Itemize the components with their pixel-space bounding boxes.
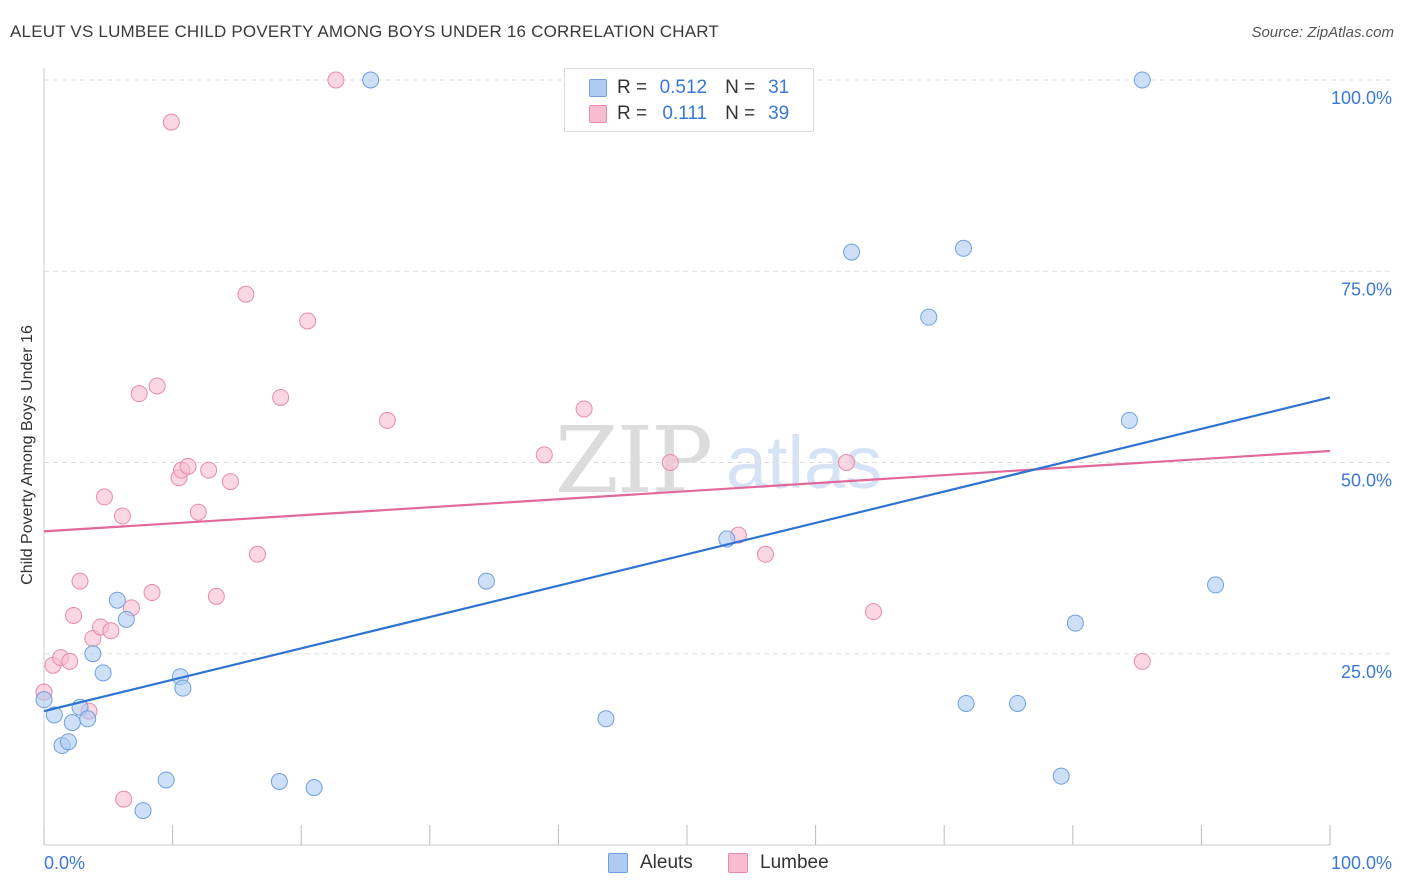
lumbee-legend-swatch <box>728 853 748 873</box>
lumbee-point-37 <box>864 603 882 621</box>
axes <box>43 68 1331 846</box>
lumbee-point-35 <box>756 545 774 563</box>
bottom-legend-lumbee: Lumbee <box>728 852 829 874</box>
lumbee-point-22 <box>200 461 218 479</box>
aleut-point-11 <box>134 802 152 820</box>
aleut-point-25 <box>1009 694 1027 712</box>
aleut-point-7 <box>84 645 102 663</box>
lumbee-point-29 <box>327 71 345 89</box>
watermark: ZIP atlas <box>555 407 882 514</box>
aleut-point-8 <box>94 664 112 682</box>
aleuts-legend-label: Aleuts <box>640 852 693 873</box>
aleut-point-6 <box>79 710 97 728</box>
lumbee-swatch <box>589 105 607 123</box>
lumbee-n-value: 39 <box>768 103 790 124</box>
lumbee-point-27 <box>272 388 290 406</box>
x-tick-label-100: 100.0% <box>1331 853 1392 873</box>
aleut-r-label: R = <box>617 77 648 98</box>
aleut-point-3 <box>59 733 77 751</box>
lumbee-legend-label: Lumbee <box>760 852 829 873</box>
lumbee-point-20 <box>179 457 197 475</box>
aleut-point-10 <box>117 610 135 628</box>
aleut-point-9 <box>108 591 126 609</box>
lumbee-point-10 <box>102 622 120 640</box>
aleut-point-22 <box>920 308 938 326</box>
aleut-n-value: 31 <box>768 77 790 98</box>
lumbee-r-value: 0.111 <box>662 103 708 124</box>
lumbee-point-31 <box>535 446 553 464</box>
aleut-swatch <box>589 79 607 97</box>
aleut-point-30 <box>1207 576 1225 594</box>
chart-title: ALEUT VS LUMBEE CHILD POVERTY AMONG BOYS… <box>10 22 719 41</box>
lumbee-trend-line <box>43 449 1331 533</box>
watermark-zip: ZIP <box>555 407 711 514</box>
aleut-n-label: N = <box>725 77 756 98</box>
aleut-point-15 <box>270 773 288 791</box>
legend-row-aleut: R = 0.512 N = 31 <box>589 77 789 99</box>
aleut-point-1 <box>45 706 63 724</box>
aleut-point-0 <box>35 691 53 709</box>
source-label: Source: ZipAtlas.com <box>1251 24 1394 41</box>
lumbee-point-32 <box>575 400 593 418</box>
lumbee-point-12 <box>115 790 133 808</box>
lumbee-point-30 <box>378 411 396 429</box>
lumbee-point-4 <box>65 607 83 624</box>
aleut-point-24 <box>957 694 975 712</box>
aleut-point-18 <box>477 572 495 590</box>
bottom-legend-aleuts: Aleuts <box>608 852 693 874</box>
lumbee-n-label: N = <box>725 103 756 124</box>
aleuts-legend-swatch <box>608 853 628 873</box>
lumbee-point-17 <box>162 113 180 131</box>
aleut-point-12 <box>157 771 175 789</box>
aleut-point-4 <box>63 714 81 732</box>
lumbee-point-33 <box>661 454 679 471</box>
aleut-point-29 <box>1133 71 1151 89</box>
lumbee-point-5 <box>71 572 89 590</box>
tick-labels: 25.0% 50.0% 75.0% 100.0% 0.0% 100.0% <box>44 88 1392 873</box>
lumbee-point-24 <box>221 473 239 491</box>
lumbee-point-15 <box>143 584 161 602</box>
lumbee-point-21 <box>189 503 207 521</box>
aleut-point-27 <box>1066 614 1084 632</box>
lumbee-point-25 <box>237 285 255 303</box>
legend-row-lumbee: R = 0.111 N = 39 <box>589 103 789 125</box>
grid-lines <box>44 79 1394 655</box>
lumbee-point-28 <box>299 312 317 330</box>
lumbee-point-16 <box>148 377 166 395</box>
aleut-r-value: 0.512 <box>659 77 708 98</box>
trend-lines <box>43 396 1331 713</box>
lumbee-point-11 <box>113 507 131 525</box>
lumbee-point-23 <box>207 587 225 605</box>
lumbee-point-3 <box>61 652 79 670</box>
y-tick-label-75: 75.0% <box>1341 279 1392 299</box>
lumbee-points <box>35 71 1151 808</box>
aleut-point-21 <box>843 243 861 261</box>
aleut-point-14 <box>174 679 192 697</box>
lumbee-point-38 <box>1133 652 1151 670</box>
aleut-point-28 <box>1120 411 1138 429</box>
aleut-points <box>35 71 1225 820</box>
y-tick-label-100: 100.0% <box>1331 88 1392 108</box>
lumbee-point-26 <box>248 545 266 563</box>
y-tick-label-25: 25.0% <box>1341 662 1392 682</box>
lumbee-r-label: R = <box>617 103 648 124</box>
aleut-point-23 <box>954 239 972 257</box>
y-tick-label-50: 50.0% <box>1341 471 1392 491</box>
aleut-point-19 <box>597 710 615 728</box>
correlation-legend: R = 0.512 N = 31 R = 0.111 N = 39 <box>564 68 814 132</box>
aleut-point-17 <box>362 71 380 89</box>
lumbee-point-36 <box>837 454 855 471</box>
lumbee-point-9 <box>95 488 113 506</box>
aleut-point-16 <box>305 779 323 797</box>
lumbee-point-14 <box>130 385 148 403</box>
aleut-point-26 <box>1052 767 1070 785</box>
aleut-trend-line <box>43 396 1331 713</box>
x-tick-label-0: 0.0% <box>44 853 85 873</box>
